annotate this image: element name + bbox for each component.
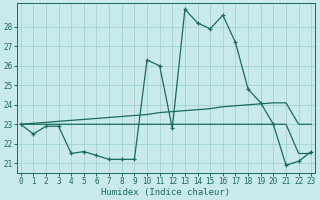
- X-axis label: Humidex (Indice chaleur): Humidex (Indice chaleur): [101, 188, 230, 197]
